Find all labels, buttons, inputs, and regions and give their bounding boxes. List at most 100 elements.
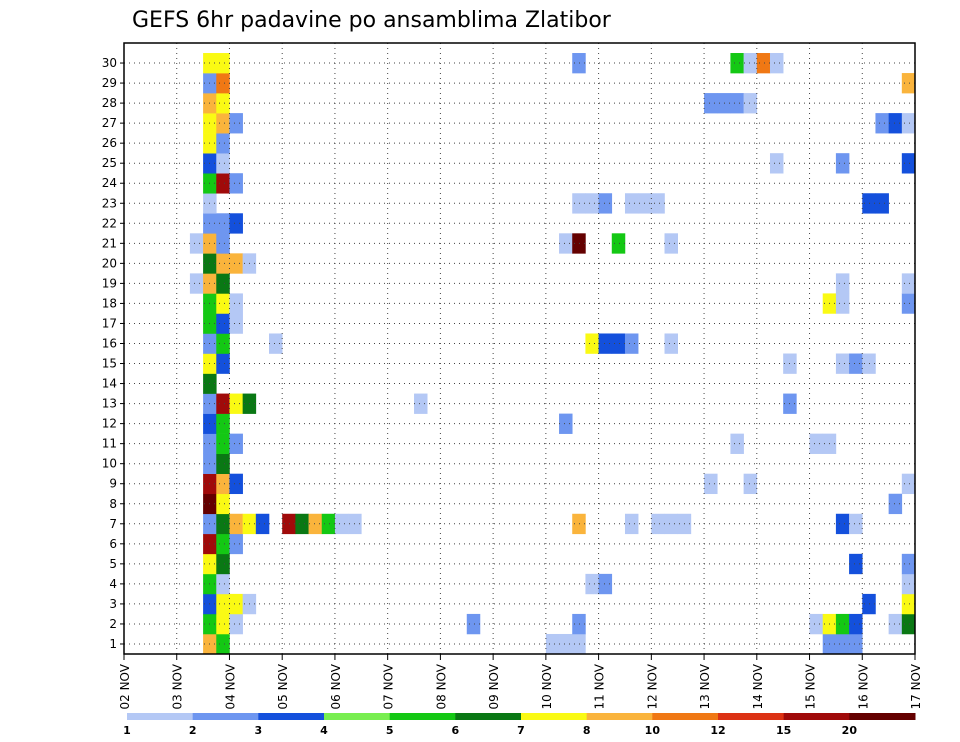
heatmap-cell [730,53,744,74]
grid-lines [124,43,915,654]
y-tick-label: 12 [102,417,117,431]
heatmap-cell [572,513,586,535]
heatmap-cell [269,333,283,354]
legend-swatch [718,713,785,720]
heatmap-cell [189,273,204,294]
y-tick-label: 20 [102,256,117,270]
legend-label: 1 [123,724,131,737]
heatmap-cell [901,593,916,615]
heatmap-cell [216,393,230,414]
heatmap-cell [849,353,863,374]
heatmap-cell [730,93,744,114]
heatmap-cell [572,193,586,214]
x-tick-label: 03 NOV [171,663,185,709]
x-tick-label: 15 NOV [804,663,818,709]
heatmap-cell [229,293,243,314]
y-tick-label: 6 [109,537,117,551]
x-tick-label: 07 NOV [382,663,396,709]
x-tick-label: 05 NOV [276,663,290,709]
y-tick-label: 26 [102,136,117,150]
heatmap-cell [664,233,678,254]
heatmap-cell [651,513,665,535]
heatmap-cell [888,613,903,635]
legend-label: 10 [645,724,661,737]
heatmap-cell [216,573,230,595]
heatmap-cell [216,213,230,234]
x-tick-label: 10 NOV [540,663,554,709]
heatmap-cell [216,453,230,474]
heatmap-cell [598,193,613,214]
legend-swatch [783,713,850,720]
heatmap-cell [229,173,243,194]
x-tick-label: 12 NOV [645,663,659,709]
heatmap-cell [216,553,230,575]
heatmap-cell [585,193,599,214]
heatmap-cell [559,413,573,434]
heatmap-cell [717,93,731,114]
heatmap-cell [216,413,230,434]
heatmap-cell [229,393,243,414]
heatmap-cell [216,473,230,495]
legend-swatch [389,713,456,720]
heatmap-cell [229,593,243,615]
heatmap-cell [704,473,718,495]
x-tick-label: 06 NOV [329,663,343,709]
x-tick-label: 08 NOV [434,663,448,709]
heatmap-cell [321,513,336,535]
heatmap-cell [559,233,573,254]
heatmap-cell [572,53,586,74]
heatmap-cell [229,473,243,495]
heatmap-cell [216,493,230,515]
heatmap-cell [835,153,850,174]
heatmap-cell [888,113,903,134]
heatmap-cell [743,93,758,114]
y-tick-label: 3 [109,597,117,611]
y-tick-label: 16 [102,336,117,350]
heatmap-cell [216,53,230,74]
y-tick-label: 2 [109,617,117,631]
y-tick-label: 18 [102,296,117,310]
heatmap-cell [901,573,916,595]
legend-label: 20 [842,724,858,737]
heatmap-cell [624,513,639,535]
heatmap-cell [743,53,758,74]
heatmap-cell [308,513,323,535]
x-tick-label: 14 NOV [751,663,765,709]
heatmap-cell [849,513,863,535]
heatmap-cell [216,73,230,94]
legend-label: 2 [189,724,197,737]
x-tick-label: 11 NOV [593,663,607,709]
legend-swatch [586,713,653,720]
heatmap-cell [229,533,243,555]
heatmap-cell [835,353,850,374]
heatmap-cell [809,613,824,635]
y-tick-label: 14 [102,377,117,391]
legend-label: 3 [255,724,263,737]
legend-label: 4 [320,724,328,737]
heatmap-cell [624,333,639,354]
x-tick-label: 16 NOV [856,663,870,709]
plot-frame [123,42,916,655]
legend-label: 15 [776,724,791,737]
legend-label: 12 [710,724,725,737]
x-tick-label: 04 NOV [223,663,237,709]
heatmap-cell [295,513,309,535]
heatmap-cell [216,173,230,194]
y-tick-label: 9 [109,477,117,491]
heatmap-cell [664,513,678,535]
heatmap-cell [216,353,230,374]
heatmap-cell [229,113,243,134]
heatmap-cell [875,193,889,214]
y-axis: 1234567891011121314151617181920212223242… [102,56,124,651]
legend-label: 8 [583,724,591,737]
heatmap-cell [901,473,916,495]
heatmap-cell [229,613,243,635]
heatmap-cell [704,93,718,114]
legend-swatch [127,713,194,720]
heatmap-cell [216,233,230,254]
y-tick-label: 1 [109,637,117,651]
heatmap-cell [216,333,230,354]
x-axis: 02 NOV 03 NOV 04 NOV 05 NOV 06 NOV 07 NOV 08 N… [118,654,923,710]
chart-title: GEFS 6hr padavine po ansamblima Zlatibor [132,8,612,33]
